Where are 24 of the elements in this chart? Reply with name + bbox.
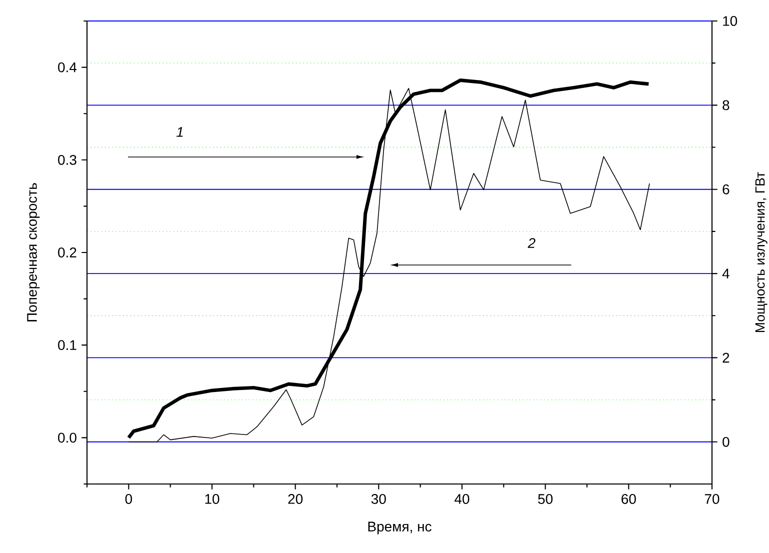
y-axis-title: Поперечная скорость: [27, 183, 40, 322]
y2-tick-label: 2: [722, 352, 730, 363]
y2-tick-label: 10: [723, 16, 738, 26]
x-tick-label: 60: [622, 494, 636, 504]
x-axis-title: Время, нс: [368, 522, 432, 534]
x-tick-label: 0: [125, 494, 132, 504]
y-tick-label: 0.2: [58, 248, 76, 258]
x-tick-label: 70: [704, 494, 720, 504]
y2-tick-label: 8: [722, 100, 730, 110]
x-tick-label: 50: [538, 494, 553, 504]
y2-tick-label: 4: [722, 268, 730, 278]
x-tick-label: 40: [454, 494, 470, 504]
y-tick-label: 0.3: [58, 154, 76, 165]
x-tick-label: 10: [205, 494, 220, 504]
y2-tick-label: 0: [722, 436, 730, 447]
x-tick-label: 20: [288, 494, 303, 504]
y-tick-label: 0.4: [58, 62, 77, 72]
x-tick-label: 30: [371, 494, 386, 504]
y-tick-label: 0.1: [58, 340, 76, 350]
annotation: 1: [176, 127, 183, 137]
y-tick-label: 0.0: [58, 432, 76, 443]
annotation: 2: [528, 238, 536, 248]
y2-tick-label: 6: [722, 184, 730, 194]
y2-axis-title: Мощность излучения, ГВт: [755, 172, 768, 332]
